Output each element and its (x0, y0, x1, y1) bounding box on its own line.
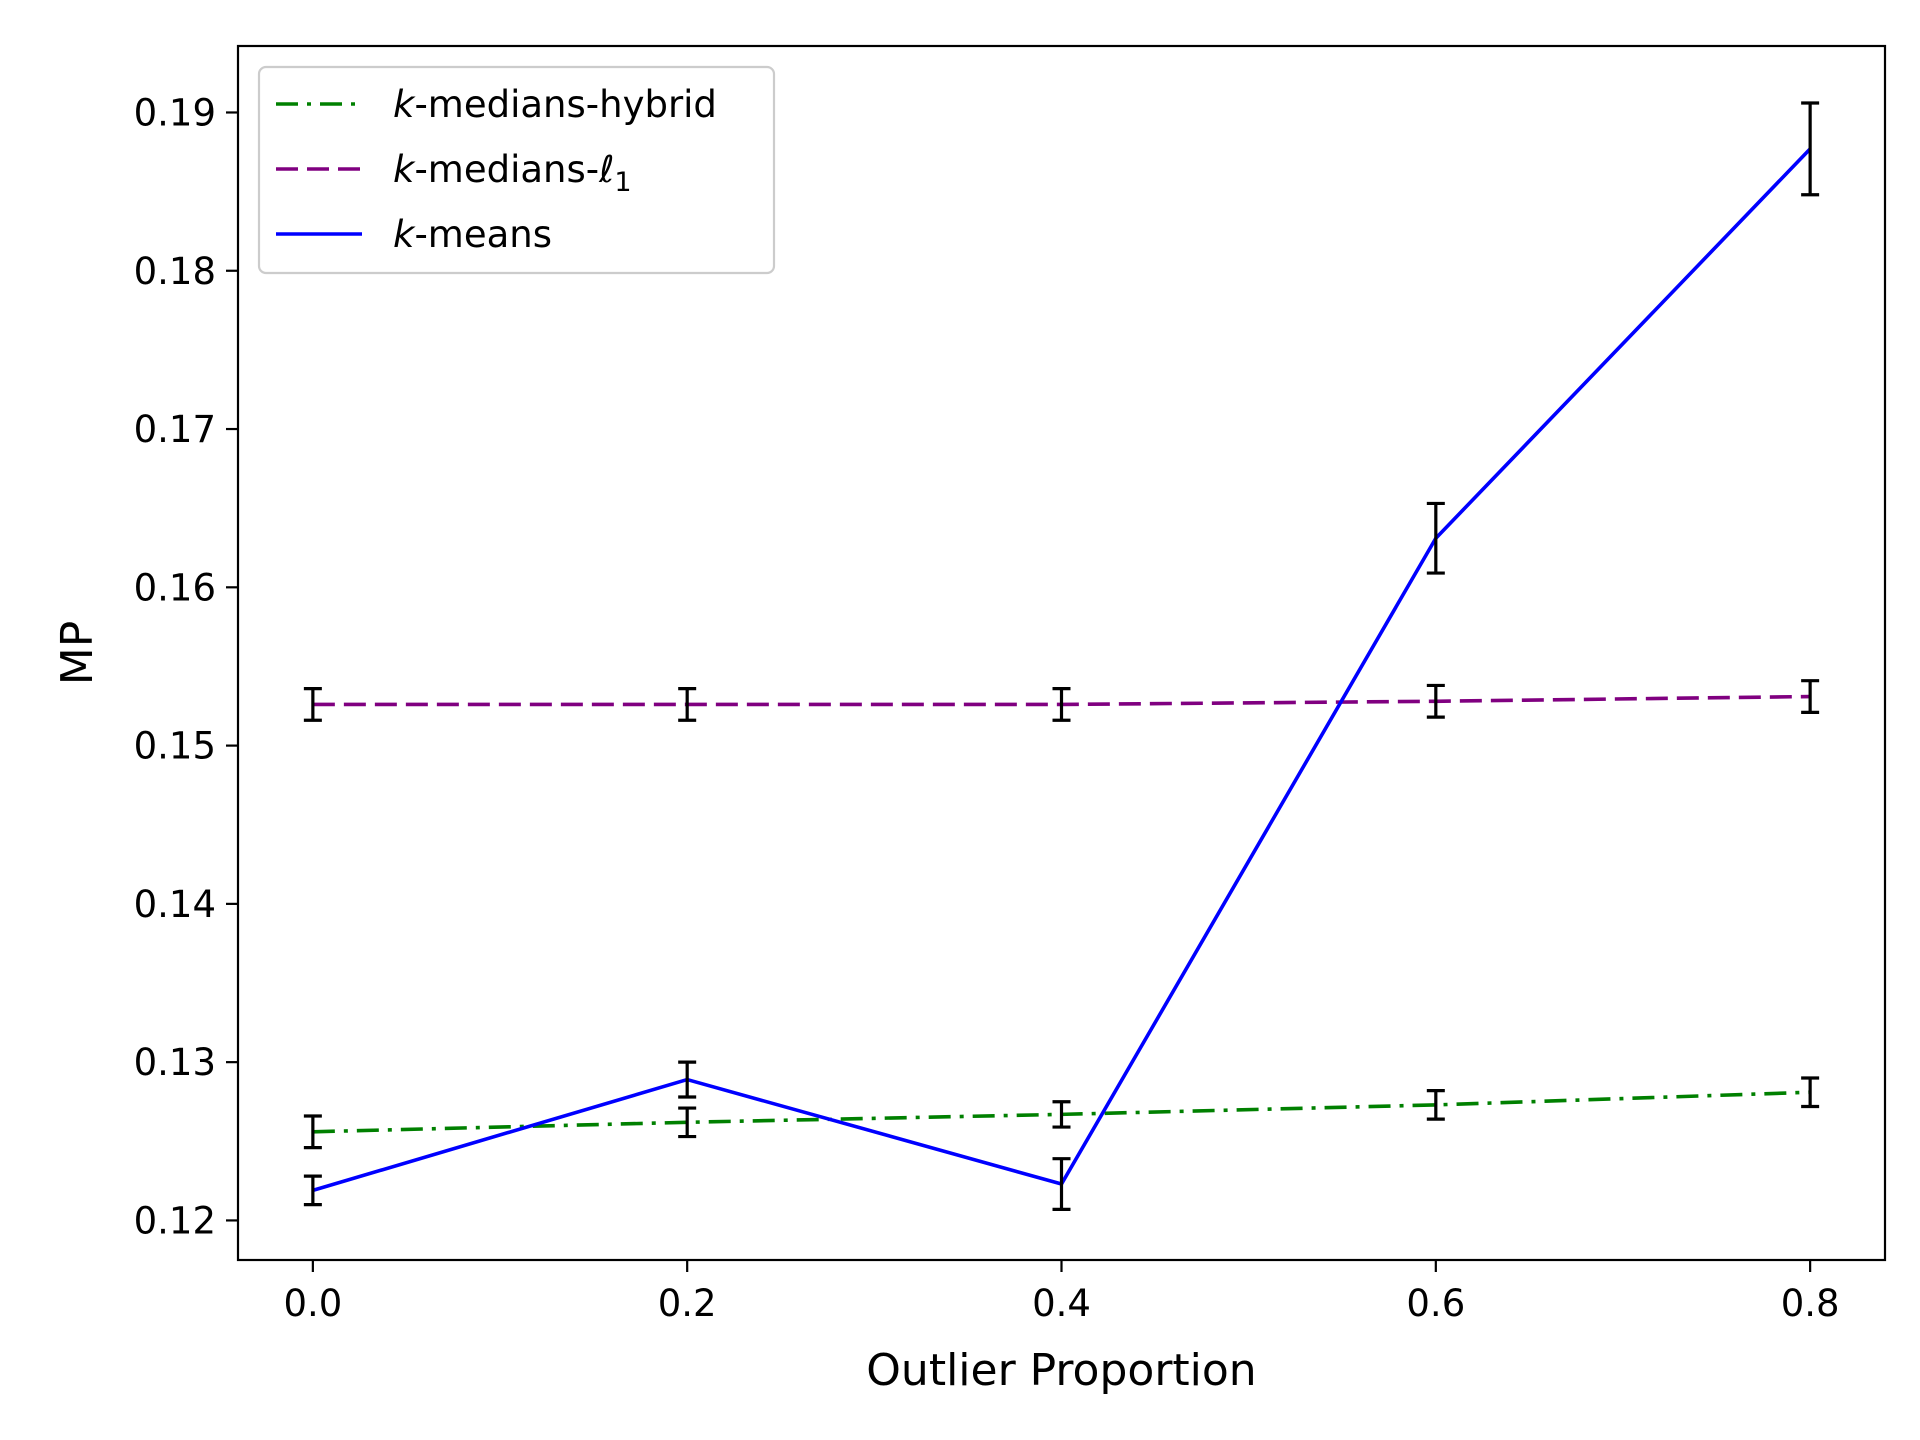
error-bar (1426, 1089, 1445, 1121)
error-bar (1052, 687, 1071, 722)
error-bar (1801, 679, 1820, 714)
error-bar (1426, 683, 1445, 719)
legend: k-medians-hybrid k-medians-ℓ1 k-means (257, 65, 776, 275)
x-tick-label: 0.4 (1032, 1282, 1091, 1325)
error-bar (678, 1060, 697, 1099)
x-tick-label: 0.6 (1406, 1282, 1465, 1325)
x-tick-label: 0.8 (1781, 1282, 1840, 1325)
y-tick-label: 0.19 (134, 91, 216, 134)
legend-label: k-medians-hybrid (393, 83, 717, 126)
y-axis: 0.12 0.13 0.14 0.15 0.16 0.17 0.18 0.19 (134, 91, 238, 1242)
x-tick-label: 0.0 (283, 1282, 342, 1325)
y-tick-label: 0.12 (134, 1199, 216, 1242)
error-bar (1052, 1157, 1071, 1211)
legend-label: k-means (393, 213, 552, 256)
x-axis: 0.0 0.2 0.4 0.6 0.8 (283, 1260, 1840, 1325)
y-axis-label: MP (52, 621, 103, 686)
legend-entry: k-medians-ℓ1 (276, 148, 632, 198)
error-bar (1426, 501, 1445, 575)
legend-entry: k-means (276, 213, 552, 256)
error-bar (1801, 1076, 1820, 1109)
y-tick-label: 0.15 (134, 725, 216, 768)
legend-entry: k-medians-hybrid (276, 83, 717, 126)
y-tick-label: 0.13 (134, 1041, 216, 1084)
y-tick-label: 0.16 (134, 566, 216, 609)
error-bar (303, 1114, 322, 1150)
error-bar (1801, 101, 1820, 197)
error-bar (303, 687, 322, 722)
error-bar (678, 1106, 697, 1139)
y-tick-label: 0.18 (134, 250, 216, 293)
error-bar (1052, 1100, 1071, 1129)
errorbar-layer (303, 101, 1820, 1211)
x-axis-label: Outlier Proportion (866, 1345, 1256, 1396)
y-tick-label: 0.17 (134, 408, 216, 451)
error-bar (303, 1174, 322, 1207)
legend-box (257, 65, 776, 275)
error-bar (678, 687, 697, 722)
x-tick-label: 0.2 (658, 1282, 717, 1325)
y-tick-label: 0.14 (134, 883, 216, 926)
legend-label: k-medians-ℓ1 (393, 148, 632, 198)
